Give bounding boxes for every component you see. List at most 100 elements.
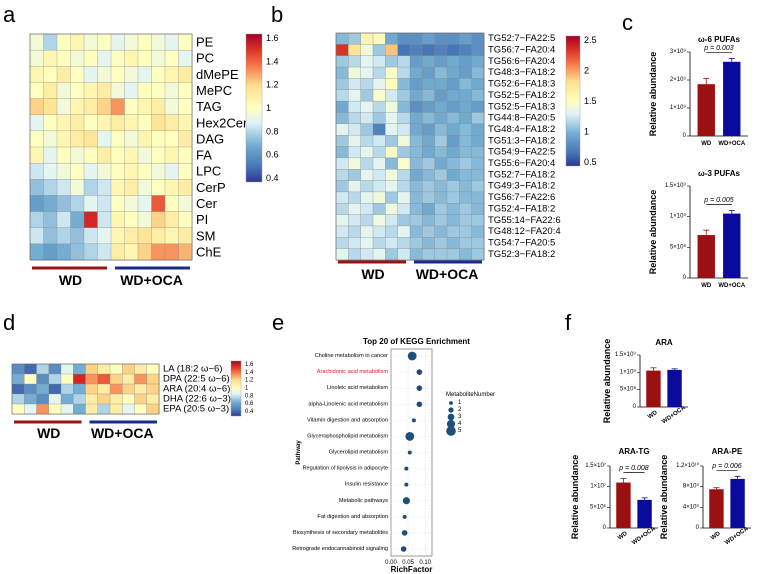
- legend-dot: [449, 401, 453, 405]
- y-tick-label: 1.2×10¹⁰: [676, 462, 700, 469]
- heatmap-cell: [29, 98, 44, 116]
- heatmap-cell: [110, 130, 125, 148]
- y-tick-label: 4×10⁹: [683, 503, 700, 510]
- colorbar-tick: 1: [266, 103, 271, 113]
- heatmap-cell: [385, 32, 399, 45]
- pathway-dot: [416, 369, 423, 375]
- colorbar: [230, 360, 242, 417]
- colorbar-tick: 1: [245, 386, 249, 392]
- row-label: TG48:12−FA20:4: [488, 226, 561, 237]
- heatmap-cell: [335, 157, 349, 170]
- heatmap-cell: [360, 32, 374, 45]
- heatmap-cell: [56, 162, 71, 180]
- heatmap-cell: [335, 55, 349, 68]
- heatmap-cell: [56, 179, 71, 196]
- heatmap-cell: [56, 130, 71, 148]
- heatmap-cell: [397, 248, 411, 261]
- heatmap-cell: [24, 363, 37, 375]
- heatmap-cell: [471, 225, 485, 238]
- heatmap-cell: [97, 403, 111, 415]
- legend-label: 2: [458, 407, 462, 413]
- row-label: TG56:6−FA20:4: [488, 56, 555, 67]
- heatmap-cell: [43, 66, 58, 83]
- heatmap-cell: [151, 179, 166, 196]
- heatmap-cell: [372, 66, 386, 79]
- heatmap-cell: [459, 100, 473, 113]
- heatmap-cell: [110, 98, 125, 116]
- heatmap-cell: [397, 55, 411, 68]
- heatmap-cell: [110, 49, 125, 67]
- colorbar-tick: 1.2: [245, 378, 254, 384]
- heatmap-cell: [422, 180, 436, 193]
- heatmap-cell: [43, 162, 58, 180]
- heatmap-cell: [471, 32, 485, 45]
- heatmap-cell: [459, 123, 473, 136]
- heatmap-cell: [151, 195, 166, 213]
- pathway-dot: [416, 401, 423, 408]
- colorbar-tick: 1.4: [245, 370, 254, 376]
- pathway-dot: [402, 497, 410, 505]
- heatmap-cell: [422, 225, 436, 238]
- heatmap-cell: [471, 169, 485, 182]
- heatmap-cell: [446, 203, 460, 216]
- heatmap-cell: [335, 203, 349, 216]
- heatmap-cell: [83, 227, 98, 245]
- heatmap-cell: [434, 225, 448, 238]
- heatmap-cell: [360, 112, 374, 125]
- heatmap-cell: [335, 32, 349, 45]
- heatmap-cell: [109, 363, 123, 375]
- heatmap-cell: [178, 114, 193, 132]
- heatmap-cell: [178, 130, 193, 148]
- bar: [646, 370, 661, 407]
- heatmap-cell: [471, 146, 485, 159]
- group-label-wd: WD: [361, 266, 384, 282]
- heatmap-cell: [409, 78, 423, 91]
- heatmap-cell: [471, 134, 485, 147]
- pathway-dot: [401, 530, 408, 536]
- row-label: TAG: [196, 99, 222, 114]
- heatmap-cell: [56, 49, 71, 67]
- heatmap-cell: [471, 78, 485, 91]
- p-value-label: p = 0.003: [703, 45, 733, 52]
- row-label: ARA (20:4 ω−6): [163, 384, 230, 395]
- heatmap-fatty-acids: LA (18:2 ω−6)DPA (22:5 ω−6)ARA (20:4 ω−6…: [11, 360, 254, 441]
- bar: [730, 478, 745, 528]
- heatmap-cell: [409, 44, 423, 57]
- group-label-wd-oca: WD+OCA: [91, 425, 154, 441]
- heatmap-cell: [146, 403, 160, 415]
- y-tick-label: 1×10⁹: [670, 213, 687, 220]
- heatmap-cell: [24, 373, 37, 385]
- heatmap-cell: [385, 55, 399, 68]
- heatmap-cell: [83, 179, 98, 196]
- heatmap-cell: [372, 44, 386, 57]
- heatmap-cell: [372, 203, 386, 216]
- heatmap-cell: [409, 169, 423, 182]
- heatmap-cell: [83, 146, 98, 164]
- heatmap-cell: [372, 112, 386, 125]
- heatmap-cell: [335, 248, 349, 261]
- heatmap-cell: [446, 32, 460, 45]
- heatmap-cell: [11, 373, 25, 385]
- heatmap-cell: [60, 393, 74, 405]
- heatmap-cell: [459, 78, 473, 91]
- heatmap-cell: [43, 49, 58, 67]
- heatmap-cell: [178, 49, 193, 67]
- x-tick-label: 0.10: [419, 560, 431, 566]
- heatmap-cell: [348, 169, 362, 182]
- heatmap-cell: [409, 112, 423, 125]
- heatmap-cell: [422, 66, 436, 79]
- heatmap-cell: [459, 32, 473, 45]
- heatmap-cell: [335, 214, 349, 227]
- pathway-dot: [416, 385, 423, 391]
- heatmap-cell: [409, 248, 423, 261]
- y-tick-label: 0: [633, 404, 637, 410]
- heatmap-cell: [360, 180, 374, 193]
- heatmap-cell: [109, 373, 123, 385]
- row-label: TG44:8−FA20:5: [488, 113, 555, 124]
- colorbar-tick: 2: [584, 66, 589, 76]
- heatmap-cell: [56, 33, 71, 51]
- bar: [697, 235, 715, 278]
- heatmap-cell: [122, 403, 135, 415]
- heatmap-cell: [360, 55, 374, 68]
- heatmap-cell: [360, 44, 374, 57]
